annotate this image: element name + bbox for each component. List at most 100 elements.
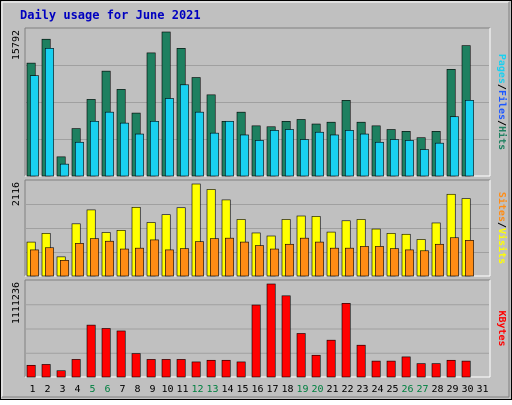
x-tick-label-day-4: 4 [74,384,80,395]
bar-pages-day-24 [374,141,384,177]
legend-kbytes: KBytes [496,310,507,346]
bar-pages-day-20 [314,131,324,177]
legend-files: Files [496,90,508,120]
bar-kbytes-day-11 [176,359,186,378]
bar-kbytes-day-19 [296,333,306,378]
bar-sites-day-2 [44,247,54,277]
legend-visits: Visits [496,228,508,264]
legend-separator: / [496,84,507,90]
bar-kbytes-day-6 [101,328,111,378]
bar-sites-day-15 [240,241,249,277]
bar-pages-day-27 [419,149,429,177]
x-tick-label-day-2: 2 [44,384,50,395]
x-tick-label-day-14: 14 [221,384,233,395]
bar-sites-day-19 [299,237,309,277]
bar-sites-day-18 [284,243,294,277]
x-tick-label-day-23: 23 [356,384,368,395]
bar-kbytes-day-22 [341,303,351,378]
x-tick-label-day-17: 17 [266,384,278,395]
bar-sites-day-14 [225,237,234,277]
x-tick-label-day-11: 11 [176,384,188,395]
bar-pages-day-8 [135,133,144,177]
bar-sites-day-9 [150,239,159,277]
bar-kbytes-day-7 [116,330,126,378]
bar-sites-day-6 [105,240,114,277]
bar-pages-day-2 [44,48,54,177]
legend-text: Pages/Files/Hits [496,54,508,150]
bar-pages-day-22 [344,130,354,177]
bar-sites-day-8 [135,247,144,277]
bar-kbytes-day-21 [326,339,336,378]
x-tick-label-day-19: 19 [296,384,308,395]
bar-pages-day-10 [165,98,174,177]
bar-pages-day-25 [389,139,399,177]
bar-sites-day-30 [464,240,474,277]
bar-kbytes-day-12 [191,361,201,378]
bar-kbytes-day-4 [71,359,81,378]
bar-pages-day-14 [225,120,234,177]
bar-kbytes-day-10 [161,359,171,378]
panel-visits-sites: 2116 Sites/Visits [11,179,508,277]
legend-text: KBytes [496,310,507,346]
x-tick-label-day-13: 13 [206,384,218,395]
bar-kbytes-day-16 [251,304,261,378]
bar-pages-day-30 [464,100,474,177]
bar-sites-day-10 [165,249,174,277]
y-max-label: 2116 [11,182,22,206]
x-tick-label-day-22: 22 [341,384,353,395]
bar-sites-day-16 [255,245,264,277]
bar-sites-day-20 [314,241,324,277]
bar-pages-day-16 [255,140,264,177]
x-tick-label-day-12: 12 [191,384,203,395]
bar-kbytes-day-23 [356,344,366,378]
legend-hits-files-pages: Pages/Files/Hits [496,54,508,150]
bar-kbytes-day-17 [266,283,276,378]
bar-sites-day-29 [449,237,459,277]
legend-separator: / [496,120,507,126]
bar-kbytes-day-20 [311,354,321,378]
x-tick-label-day-7: 7 [119,384,125,395]
y-max-label: 15792 [11,30,22,60]
x-tick-label-day-18: 18 [281,384,293,395]
legend-pages: Pages [496,54,507,84]
bar-kbytes-day-8 [131,353,141,378]
bar-kbytes-day-2 [41,364,51,378]
x-tick-label-day-5: 5 [89,384,95,395]
bar-sites-day-3 [59,260,69,277]
bar-kbytes-day-27 [416,363,426,378]
x-tick-label-day-30: 30 [461,384,473,395]
x-tick-label-day-28: 28 [431,384,443,395]
x-tick-label-day-1: 1 [29,384,35,395]
x-tick-label-day-24: 24 [371,384,383,395]
bar-sites-day-17 [269,248,279,277]
bar-pages-day-1 [29,75,39,177]
x-tick-label-day-16: 16 [251,384,263,395]
bar-pages-day-17 [269,130,279,177]
bar-pages-day-5 [90,120,99,177]
x-tick-label-day-15: 15 [236,384,248,395]
bar-kbytes-day-1 [26,364,36,378]
x-tick-label-day-26: 26 [401,384,413,395]
bar-pages-day-6 [105,111,114,177]
bar-pages-day-21 [329,134,339,177]
bar-pages-day-18 [284,129,294,177]
x-tick-label-day-21: 21 [326,384,338,395]
panel-kbytes: 1111236 KBytes [11,279,507,378]
x-tick-label-day-10: 10 [161,384,173,395]
legend-visits-sites: Sites/Visits [496,192,508,264]
bar-pages-day-13 [210,132,219,177]
bar-kbytes-day-15 [236,361,246,378]
bar-kbytes-day-5 [86,324,96,378]
bar-sites-day-23 [359,246,369,277]
bar-kbytes-day-3 [56,370,66,378]
bar-pages-day-19 [299,139,309,177]
x-tick-label-day-3: 3 [59,384,65,395]
bar-pages-day-7 [120,122,129,177]
bar-kbytes-day-18 [281,295,291,378]
legend-kbytes: KBytes [496,310,507,346]
x-tick-label-day-25: 25 [386,384,398,395]
bar-kbytes-day-9 [146,359,156,378]
bar-sites-day-28 [434,243,444,277]
x-tick-label-day-8: 8 [134,384,140,395]
bar-sites-day-27 [419,250,429,277]
